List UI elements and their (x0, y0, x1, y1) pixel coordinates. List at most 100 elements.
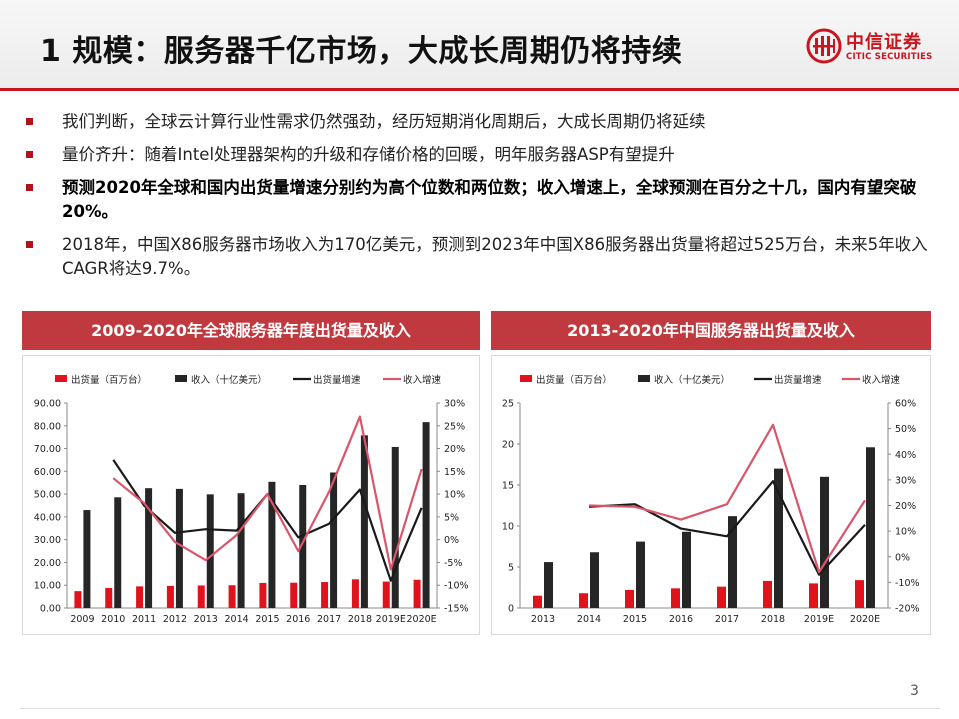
revenue-bar (774, 468, 783, 608)
revenue-bar (422, 422, 430, 608)
y-left-tick-label: 0.00 (40, 604, 61, 615)
y-right-tick-label: 0% (444, 535, 459, 546)
bullet-item: 我们判断，全球云计算行业性需求仍然强劲，经历短期消化周期后，大成长周期仍将延续 (26, 110, 946, 134)
shipment-growth-line (588, 480, 866, 576)
revenue-bar (866, 447, 875, 608)
y-right-tick-label: -15% (444, 604, 469, 615)
y-left-tick-label: 80.00 (34, 421, 61, 432)
y-left-tick-label: 20.00 (34, 558, 61, 569)
revenue-bar (590, 552, 599, 608)
x-tick-label: 2020E (850, 614, 880, 625)
shipment-bar (74, 591, 82, 608)
revenue-bar (330, 472, 338, 608)
global-server-chart-svg: 出货量（百万台） 收入（十亿美元） 出货量增速 收入增速 0.00 10.00 20.00 3… (34, 374, 469, 625)
shipment-bar (228, 585, 236, 608)
x-tick-label: 2018 (761, 614, 785, 625)
footer-divider (20, 708, 940, 709)
y-right-tick-label: 25% (444, 421, 465, 432)
right-chart-title: 2013-2020年中国服务器出货量及收入 (491, 311, 931, 350)
x-tick-label: 2015 (623, 614, 647, 625)
shipment-bar (671, 588, 680, 608)
x-tick-label: 2014 (577, 614, 601, 625)
y-right-tick-label: 20% (895, 501, 916, 512)
shipment-bar (197, 585, 205, 608)
revenue-bar (268, 481, 276, 608)
shipment-bar (166, 585, 174, 608)
y-left-tick-label: 40.00 (34, 512, 61, 523)
shipment-bar (717, 586, 726, 608)
shipment-bar (136, 586, 144, 608)
revenue-bar (175, 488, 183, 608)
x-tick-label: 2013 (531, 614, 555, 625)
y-right-tick-label: 15% (444, 467, 465, 478)
x-tick-label: 2014 (224, 614, 248, 625)
legend-label: 出货量（百万台） (71, 374, 147, 386)
revenue-bar (114, 497, 122, 608)
revenue-bar (299, 485, 307, 608)
x-tick-label: 2019E (804, 614, 834, 625)
revenue-bar (544, 562, 553, 608)
logo-english-name: CITIC SECURITIES (846, 52, 933, 62)
shipment-bar (290, 582, 298, 608)
revenue-bar (237, 493, 245, 608)
y-right-tick-label: 30% (444, 399, 465, 410)
bullet-text: 预测2020年全球和国内出货量增速分别约为高个位数和两位数；收入增速上，全球预测… (62, 178, 917, 221)
bullet-text: 2018年，中国X86服务器市场收入为170亿美元，预测到2023年中国X86服… (62, 235, 928, 278)
legend-swatch (638, 375, 650, 382)
china-server-chart-svg: 出货量（百万台） 收入（十亿美元） 出货量增速 收入增速 0 5 10 15 20 25 -20% -… (502, 374, 920, 625)
y-right-tick-label: -20% (895, 604, 920, 615)
x-tick-label: 2016 (286, 614, 310, 625)
revenue-bar (820, 476, 829, 608)
y-left-tick-label: 15 (502, 481, 514, 492)
revenue-bar (360, 435, 368, 608)
bullet-text: 量价齐升：随着Intel处理器架构的升级和存储价格的回暖，明年服务器ASP有望提… (62, 145, 675, 164)
y-right-tick-label: -5% (444, 558, 463, 569)
revenue-growth-line (112, 415, 423, 571)
x-tick-label: 2019E (376, 614, 406, 625)
y-right-tick-label: 5% (444, 512, 459, 523)
y-left-tick-label: 10.00 (34, 581, 61, 592)
bullet-square-icon (26, 151, 33, 158)
bullet-text: 我们判断，全球云计算行业性需求仍然强劲，经历短期消化周期后，大成长周期仍将延续 (62, 112, 706, 131)
y-right-tick-label: 30% (895, 475, 916, 486)
shipment-bar (351, 579, 359, 608)
revenue-bar (83, 510, 91, 608)
bullet-square-icon (26, 241, 33, 248)
y-right-tick-label: 20% (444, 444, 465, 455)
x-tick-label: 2020E (406, 614, 436, 625)
left-chart-title: 2009-2020年全球服务器年度出货量及收入 (22, 311, 480, 350)
legend-label: 出货量增速 (313, 374, 361, 386)
legend-label: 出货量（百万台） (536, 374, 612, 386)
x-tick-label: 2010 (101, 614, 125, 625)
y-left-tick-label: 0 (508, 604, 514, 615)
x-tick-label: 2017 (317, 614, 341, 625)
y-left-tick-label: 5 (508, 563, 514, 574)
x-tick-label: 2012 (163, 614, 187, 625)
x-tick-label: 2016 (669, 614, 693, 625)
y-left-tick-label: 90.00 (34, 399, 61, 410)
y-right-tick-label: -10% (444, 581, 469, 592)
bullet-item: 量价齐升：随着Intel处理器架构的升级和存储价格的回暖，明年服务器ASP有望提… (26, 143, 946, 167)
revenue-bar (391, 446, 399, 608)
title-bar (0, 0, 959, 88)
revenue-bar (145, 488, 153, 608)
bullet-list: 我们判断，全球云计算行业性需求仍然强劲，经历短期消化周期后，大成长周期仍将延续 … (26, 110, 946, 290)
page-title: 1 规模：服务器千亿市场，大成长周期仍将持续 (40, 34, 683, 69)
legend-label: 出货量增速 (774, 374, 822, 386)
legend-label: 收入（十亿美元） (654, 374, 730, 386)
shipment-bar (413, 579, 421, 608)
y-right-tick-label: 10% (895, 527, 916, 538)
shipment-bar (105, 587, 113, 608)
y-left-tick-label: 10 (502, 522, 514, 533)
y-left-tick-label: 30.00 (34, 535, 61, 546)
legend-label: 收入增速 (403, 374, 442, 386)
y-right-tick-label: 50% (895, 424, 916, 435)
y-left-tick-label: 20 (502, 440, 514, 451)
legend-label: 收入（十亿美元） (191, 374, 267, 386)
revenue-bar (728, 516, 737, 608)
bullet-item: 2018年，中国X86服务器市场收入为170亿美元，预测到2023年中国X86服… (26, 233, 946, 281)
shipment-growth-line (112, 459, 423, 582)
legend-swatch (520, 375, 532, 382)
y-right-tick-label: 60% (895, 399, 916, 410)
revenue-bar (682, 531, 691, 608)
